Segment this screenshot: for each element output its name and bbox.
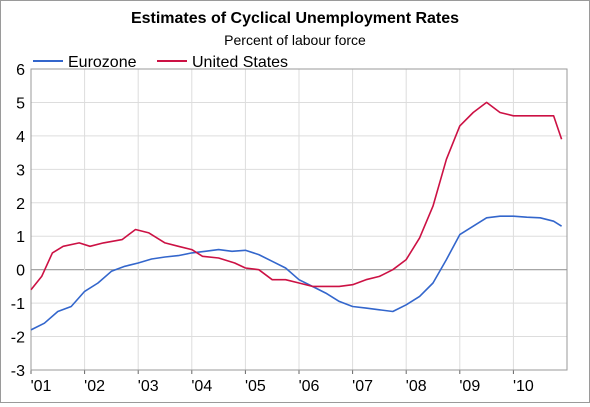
plot-area: [30, 68, 568, 371]
y-tick-label: -2: [11, 330, 25, 347]
y-tick-label: 5: [16, 95, 25, 112]
y-tick-label: 4: [16, 129, 25, 146]
legend-label-eurozone: Eurozone: [68, 54, 137, 71]
x-tick-label: '03: [138, 378, 159, 395]
axes: -3 -2 -1 0 1 2 3 4 5 6 '01 '02 '03 '04 '05 '06 '07 '08 '09…: [11, 62, 568, 395]
series-line-eurozone: [30, 215, 563, 331]
x-tick-label: '08: [406, 378, 427, 395]
x-tick-label: '01: [31, 378, 52, 395]
y-tick-label: 6: [16, 62, 25, 79]
y-tick-label: 0: [16, 263, 25, 280]
x-tick-label: '06: [299, 378, 320, 395]
x-tick-label: '07: [352, 378, 373, 395]
x-tick-label: '05: [245, 378, 266, 395]
chart-subtitle: Percent of labour force: [224, 32, 366, 48]
series-line-united-states: [30, 101, 563, 291]
x-tick-label: '10: [513, 378, 534, 395]
grid: [30, 68, 567, 371]
legend: Eurozone United States: [33, 54, 288, 71]
x-tick-label: '04: [191, 378, 212, 395]
y-tick-label: 2: [16, 196, 25, 213]
chart-title: Estimates of Cyclical Unemployment Rates: [131, 10, 459, 27]
legend-label-united-states: United States: [192, 54, 288, 71]
y-tick-label: 1: [16, 229, 25, 246]
y-tick-label: -1: [11, 296, 25, 313]
y-tick-label: 3: [16, 162, 25, 179]
y-tick-label: -3: [11, 363, 25, 380]
x-tick-label: '09: [459, 378, 480, 395]
series-lines: [30, 101, 563, 331]
x-tick-label: '02: [84, 378, 105, 395]
